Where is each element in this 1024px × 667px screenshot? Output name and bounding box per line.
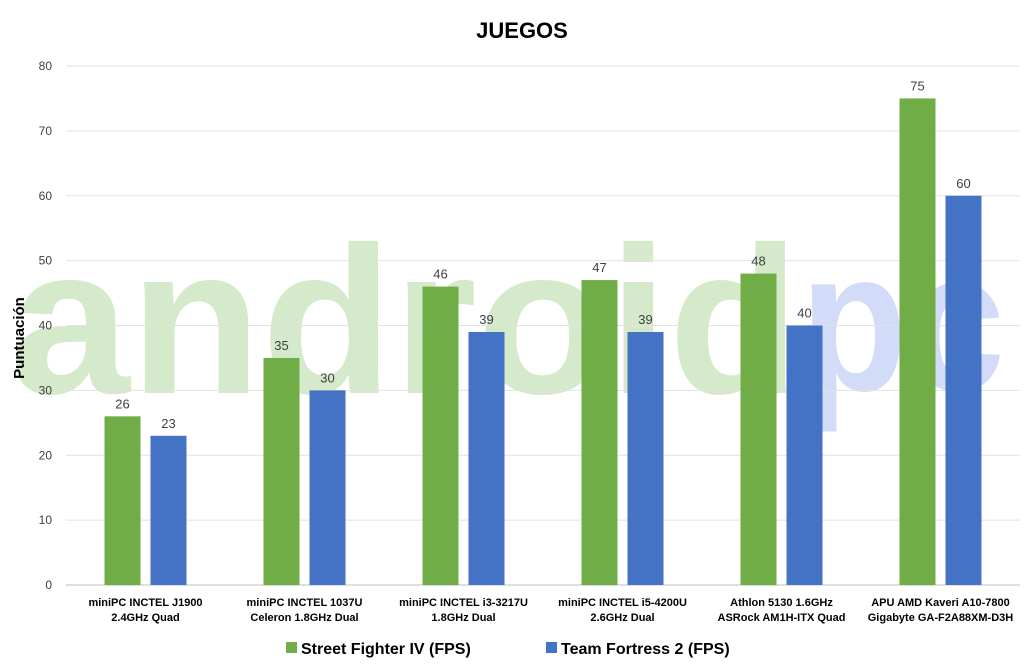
y-tick-label: 10 — [39, 513, 53, 527]
data-label: 75 — [910, 78, 924, 93]
androidpc-watermark: androidpc — [10, 203, 1005, 438]
data-label: 23 — [161, 416, 175, 431]
legend-label: Team Fortress 2 (FPS) — [561, 641, 730, 658]
x-axis-ticks: miniPC INCTEL J1900 2.4GHz Quad miniPC INC… — [88, 597, 1013, 624]
bar-team-fortress — [627, 331, 664, 585]
bar-street-fighter — [263, 357, 300, 585]
bars — [104, 98, 982, 585]
x-tick-label: miniPC INCTEL i3-3217U 1.8GHz Dual — [399, 597, 528, 624]
y-tick-label: 80 — [39, 59, 53, 73]
bar-street-fighter — [104, 416, 141, 585]
bar-team-fortress — [309, 390, 346, 585]
y-tick-label: 0 — [45, 578, 52, 592]
data-label: 60 — [956, 176, 970, 191]
x-tick-label: APU AMD Kaveri A10-7800 Gigabyte GA-F2A88… — [868, 597, 1014, 624]
data-label: 46 — [433, 267, 447, 282]
bar-team-fortress — [786, 325, 823, 585]
y-axis-label: Puntuación — [11, 297, 28, 379]
data-label: 39 — [479, 312, 493, 327]
bar-street-fighter — [581, 280, 618, 585]
data-label: 48 — [751, 254, 765, 269]
legend-swatch — [286, 642, 297, 653]
bar-street-fighter — [740, 273, 777, 585]
legend-label: Street Fighter IV (FPS) — [301, 641, 471, 658]
bar-street-fighter — [899, 98, 936, 585]
data-labels: 26 23 35 30 46 39 47 39 48 40 75 60 — [115, 78, 970, 430]
x-tick-label: miniPC INCTEL J1900 2.4GHz Quad — [88, 597, 202, 624]
y-tick-label: 70 — [39, 124, 53, 138]
y-axis-ticks: 0 10 20 30 40 50 60 70 80 — [39, 59, 53, 592]
watermark-android-text: android — [10, 203, 800, 438]
data-label: 26 — [115, 396, 129, 411]
y-tick-label: 40 — [39, 319, 53, 333]
y-tick-label: 60 — [39, 189, 53, 203]
data-label: 35 — [274, 338, 288, 353]
y-tick-label: 50 — [39, 254, 53, 268]
chart-title: JUEGOS — [476, 18, 568, 43]
gridlines — [66, 65, 1020, 586]
data-label: 47 — [592, 260, 606, 275]
x-tick-label: miniPC INCTEL 1037U Celeron 1.8GHz Dual — [247, 597, 363, 624]
bar-team-fortress — [150, 435, 187, 585]
bar-team-fortress — [468, 331, 505, 585]
bar-street-fighter — [422, 286, 459, 585]
x-tick-label: Athlon 5130 1.6GHz ASRock AM1H-ITX Quad — [718, 597, 846, 624]
y-tick-label: 20 — [39, 448, 53, 462]
legend: Street Fighter IV (FPS) Team Fortress 2 (… — [286, 641, 730, 658]
data-label: 30 — [320, 370, 334, 385]
y-tick-label: 30 — [39, 383, 53, 397]
data-label: 39 — [638, 312, 652, 327]
x-tick-label: miniPC INCTEL i5-4200U 2.6GHz Dual — [558, 597, 687, 624]
data-label: 40 — [797, 306, 811, 321]
legend-swatch — [546, 642, 557, 653]
bar-team-fortress — [945, 195, 982, 585]
